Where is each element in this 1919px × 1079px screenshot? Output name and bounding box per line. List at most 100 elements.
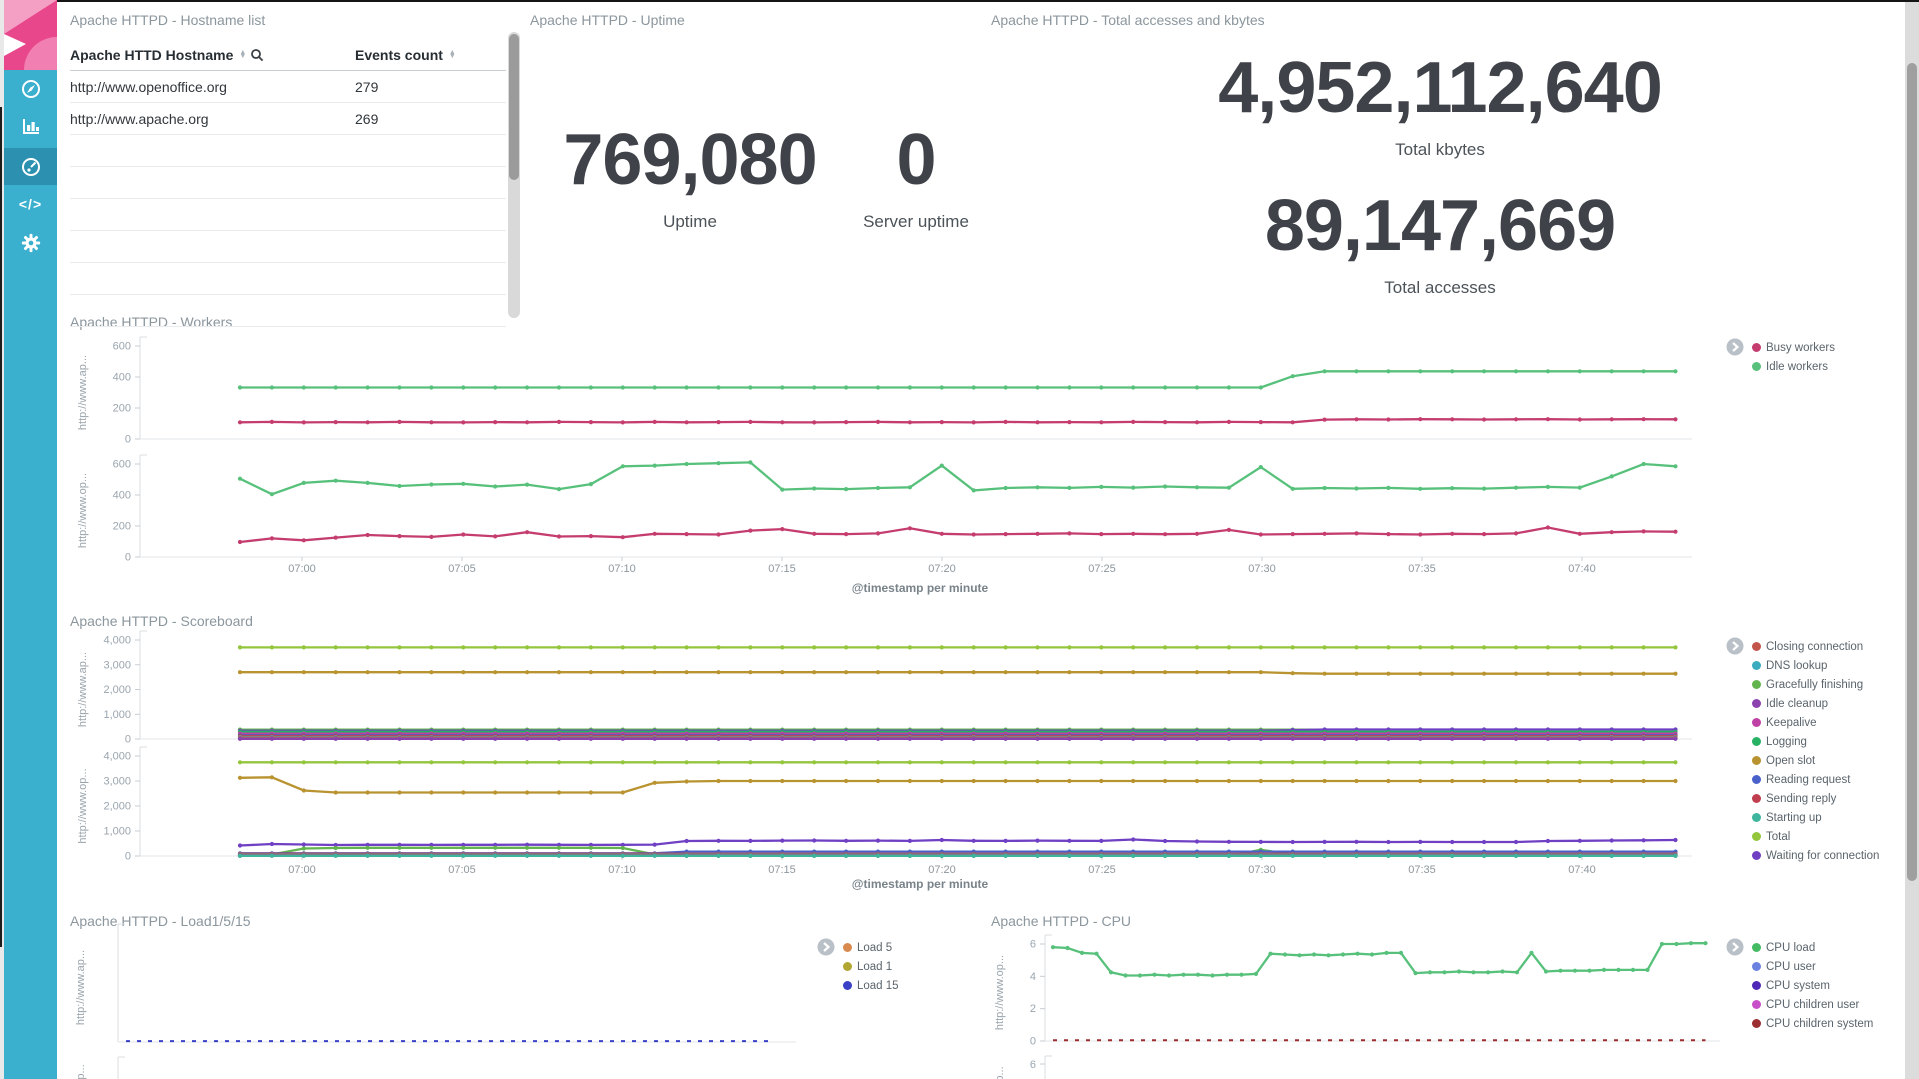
- scoreboard_ap-plot-area[interactable]: [140, 630, 1688, 739]
- legend-dot: [1752, 1000, 1761, 1009]
- legend-item-gracefully-finishing[interactable]: Gracefully finishing: [1752, 675, 1879, 694]
- workers-xtick-07:35: 07:35: [1408, 563, 1436, 575]
- legend-label: Logging: [1766, 735, 1807, 748]
- legend-item-load-5[interactable]: Load 5: [843, 938, 899, 957]
- scoreboard-xtick-07:30: 07:30: [1248, 864, 1276, 876]
- legend-item-cpu-children-user[interactable]: CPU children user: [1752, 995, 1873, 1014]
- workers_ap-ytick: 400: [113, 372, 131, 384]
- kibana-logo[interactable]: [4, 0, 57, 70]
- chevron-right-circle-icon: [817, 938, 835, 956]
- legend-item-load-1[interactable]: Load 1: [843, 957, 899, 976]
- legend-item-sending-reply[interactable]: Sending reply: [1752, 789, 1879, 808]
- workers-xtick-07:15: 07:15: [768, 563, 796, 575]
- cpu_op-ytick: 0: [1030, 1036, 1036, 1048]
- hostname-table-header: Apache HTTD Hostname ▲ ▼ Events count ▲ ▼: [70, 40, 506, 71]
- panel-title-scoreboard: Apache HTTPD - Scoreboard: [70, 613, 253, 629]
- workers_ap-plot-area[interactable]: [140, 336, 1688, 439]
- legend-dot: [1752, 794, 1761, 803]
- legend-item-keepalive[interactable]: Keepalive: [1752, 713, 1879, 732]
- load_ap-y-axis-label: http://www.ap...: [75, 950, 87, 1025]
- legend-item-cpu-user[interactable]: CPU user: [1752, 957, 1873, 976]
- search-icon[interactable]: [250, 48, 264, 62]
- workers_op-ytick: 600: [113, 459, 131, 471]
- sidebar-item-visualize[interactable]: [4, 107, 57, 144]
- legend-dot: [1752, 851, 1761, 860]
- metric-total-accesses-label: Total accesses: [1384, 278, 1496, 297]
- cpu_op-plot-area[interactable]: [1045, 934, 1716, 1041]
- sidebar-item-devtools[interactable]: </>: [4, 185, 57, 222]
- page-scrollbar-thumb[interactable]: [1907, 63, 1917, 881]
- workers_op-plot-area[interactable]: [140, 454, 1688, 557]
- legend-item-load-15[interactable]: Load 15: [843, 976, 899, 995]
- legend-label: Waiting for connection: [1766, 849, 1880, 862]
- hostname-cell[interactable]: http://www.apache.org: [70, 110, 209, 127]
- table-row-empty: [70, 231, 506, 263]
- legend-item-total[interactable]: Total: [1752, 827, 1879, 846]
- legend-label: Keepalive: [1766, 716, 1817, 729]
- workers-legend: Busy workers Idle workers: [1752, 338, 1835, 376]
- legend-item-dns-lookup[interactable]: DNS lookup: [1752, 656, 1879, 675]
- legend-item-cpu-load[interactable]: CPU load: [1752, 938, 1873, 957]
- legend-item-idle-cleanup[interactable]: Idle cleanup: [1752, 694, 1879, 713]
- legend-item-reading-request[interactable]: Reading request: [1752, 770, 1879, 789]
- bar-chart-icon: [22, 118, 39, 134]
- column-header-hostname[interactable]: Apache HTTD Hostname ▲ ▼: [70, 47, 355, 63]
- legend-item-busy-workers[interactable]: Busy workers: [1752, 338, 1835, 357]
- legend-item-idle-workers[interactable]: Idle workers: [1752, 357, 1835, 376]
- panel-title-load: Apache HTTPD - Load1/5/15: [70, 913, 251, 929]
- panel-title-hostname-list: Apache HTTPD - Hostname list: [70, 12, 266, 28]
- column-header-hostname-label: Apache HTTD Hostname: [70, 47, 234, 63]
- hostname-cell[interactable]: http://www.openoffice.org: [70, 78, 227, 95]
- cpu-legend-toggle[interactable]: [1726, 938, 1744, 956]
- legend-dot: [1752, 661, 1761, 670]
- table-row-empty: [70, 263, 506, 295]
- scoreboard_ap-ytick: 0: [125, 734, 131, 746]
- metric-uptime-value: 769,080: [563, 120, 817, 200]
- hostname-table-scrollbar-thumb[interactable]: [509, 34, 519, 180]
- scoreboard-xtick-07:15: 07:15: [768, 864, 796, 876]
- cpu_op-ytick: 2: [1030, 1003, 1036, 1015]
- workers_ap-y-axis-label: http://www.ap...: [77, 355, 89, 430]
- table-row[interactable]: http://www.apache.org 269: [70, 103, 506, 135]
- legend-label: CPU system: [1766, 979, 1830, 992]
- legend-dot: [1752, 1019, 1761, 1028]
- workers_ap-ytick: 600: [113, 341, 131, 353]
- column-header-events-count[interactable]: Events count ▲ ▼: [355, 47, 456, 63]
- events-count-cell[interactable]: 269: [355, 110, 379, 127]
- metric-total-kbytes: 4,952,112,640 Total kbytes: [1180, 48, 1700, 160]
- legend-item-waiting-for-connection[interactable]: Waiting for connection: [1752, 846, 1879, 865]
- legend-item-cpu-children-system[interactable]: CPU children system: [1752, 1014, 1873, 1033]
- scoreboard_op-ytick: 1,000: [103, 826, 131, 838]
- legend-dot: [1752, 737, 1761, 746]
- legend-item-open-slot[interactable]: Open slot: [1752, 751, 1879, 770]
- load_ap-plot-area[interactable]: [118, 923, 792, 1042]
- scoreboard_op-ytick: 0: [125, 851, 131, 863]
- scoreboard-legend-toggle[interactable]: [1726, 637, 1744, 655]
- load-legend-toggle[interactable]: [817, 938, 835, 956]
- legend-dot: [1752, 718, 1761, 727]
- events-count-cell[interactable]: 279: [355, 78, 379, 95]
- legend-item-cpu-system[interactable]: CPU system: [1752, 976, 1873, 995]
- legend-item-starting-up[interactable]: Starting up: [1752, 808, 1879, 827]
- sidebar-item-settings[interactable]: [4, 224, 57, 261]
- table-row[interactable]: http://www.openoffice.org 279: [70, 71, 506, 103]
- legend-dot: [1752, 832, 1761, 841]
- legend-label: Idle workers: [1766, 360, 1828, 373]
- scoreboard-legend: Closing connection DNS lookup Gracefully f…: [1752, 637, 1879, 865]
- workers-xtick-07:00: 07:00: [288, 563, 316, 575]
- table-row-empty: [70, 199, 506, 231]
- legend-dot: [1752, 343, 1761, 352]
- metric-server-uptime-value: 0: [896, 120, 936, 200]
- legend-label: Total: [1766, 830, 1791, 843]
- legend-item-closing-connection[interactable]: Closing connection: [1752, 637, 1879, 656]
- workers-xtick-07:05: 07:05: [448, 563, 476, 575]
- panel-title-uptime: Apache HTTPD - Uptime: [530, 12, 685, 28]
- sort-icon: ▲ ▼: [448, 49, 456, 60]
- sidebar-item-dashboard[interactable]: [4, 148, 57, 185]
- scoreboard-xtick-07:40: 07:40: [1568, 864, 1596, 876]
- workers-legend-toggle[interactable]: [1726, 338, 1744, 356]
- sidebar-item-discover[interactable]: [4, 70, 57, 107]
- legend-item-logging[interactable]: Logging: [1752, 732, 1879, 751]
- scoreboard_op-plot-area[interactable]: [140, 746, 1688, 856]
- workers-xtick-07:10: 07:10: [608, 563, 636, 575]
